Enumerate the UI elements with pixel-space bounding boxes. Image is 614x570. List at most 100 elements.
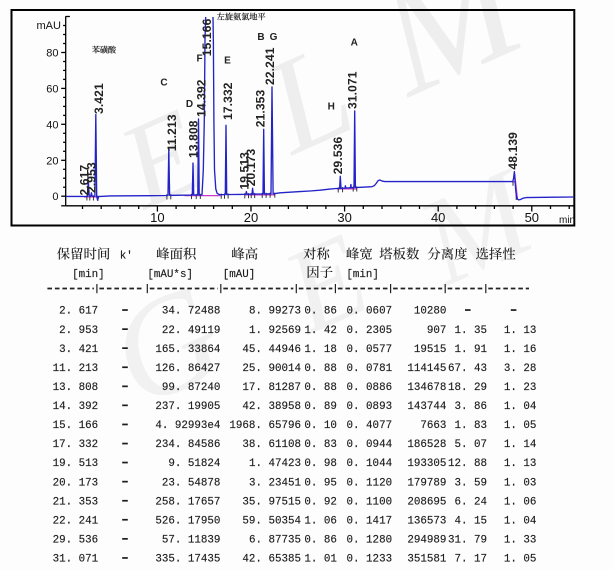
svg-text:0. 86: 0. 86 bbox=[304, 535, 337, 547]
svg-text:11.213: 11.213 bbox=[165, 114, 179, 151]
svg-text:57. 11839: 57. 11839 bbox=[162, 535, 221, 547]
svg-text:526. 17950: 526. 17950 bbox=[155, 515, 220, 527]
svg-text:134678: 134678 bbox=[407, 382, 446, 394]
svg-text:9. 51824: 9. 51824 bbox=[168, 458, 220, 470]
svg-text:143744: 143744 bbox=[407, 401, 446, 413]
svg-text:19.513: 19.513 bbox=[238, 152, 252, 190]
svg-text:23. 54878: 23. 54878 bbox=[162, 477, 221, 489]
svg-text:3. 28: 3. 28 bbox=[504, 363, 537, 375]
svg-text:14.392: 14.392 bbox=[194, 79, 208, 117]
svg-text:17.332: 17.332 bbox=[221, 82, 235, 120]
svg-text:0. 2305: 0. 2305 bbox=[347, 325, 393, 337]
svg-text:126. 86427: 126. 86427 bbox=[155, 363, 220, 375]
svg-text:18. 29: 18. 29 bbox=[448, 382, 487, 394]
svg-text:20: 20 bbox=[244, 210, 258, 225]
svg-text:0. 1044: 0. 1044 bbox=[347, 458, 393, 470]
svg-text:F: F bbox=[196, 54, 202, 65]
svg-text:1. 05: 1. 05 bbox=[504, 420, 537, 432]
svg-text:15. 166: 15. 166 bbox=[53, 420, 99, 432]
svg-text:7663: 7663 bbox=[420, 420, 446, 432]
svg-text:0. 0944: 0. 0944 bbox=[347, 439, 393, 451]
svg-text:0. 10: 0. 10 bbox=[304, 420, 337, 432]
svg-text:0. 1233: 0. 1233 bbox=[347, 554, 393, 565]
svg-text:0. 88: 0. 88 bbox=[304, 363, 337, 375]
svg-text:42. 38958: 42. 38958 bbox=[242, 401, 301, 413]
svg-text:0. 0886: 0. 0886 bbox=[347, 382, 393, 394]
svg-text:1. 04: 1. 04 bbox=[504, 515, 537, 527]
svg-text:335. 17435: 335. 17435 bbox=[155, 554, 220, 565]
svg-text:234. 84586: 234. 84586 bbox=[155, 439, 220, 451]
svg-text:0. 0893: 0. 0893 bbox=[347, 401, 393, 413]
svg-text:1. 83: 1. 83 bbox=[454, 420, 487, 432]
svg-text:5. 07: 5. 07 bbox=[454, 439, 487, 451]
svg-text:1. 42: 1. 42 bbox=[304, 325, 337, 337]
svg-text:186528: 186528 bbox=[407, 439, 446, 451]
svg-text:1968. 65796: 1968. 65796 bbox=[229, 420, 301, 432]
svg-text:E: E bbox=[224, 56, 231, 67]
svg-text:B: B bbox=[257, 32, 264, 43]
svg-text:40: 40 bbox=[431, 210, 445, 225]
svg-text:1. 06: 1. 06 bbox=[304, 515, 337, 527]
svg-text:0. 88: 0. 88 bbox=[304, 382, 337, 394]
svg-text:1. 35: 1. 35 bbox=[454, 325, 487, 337]
svg-text:31. 071: 31. 071 bbox=[53, 554, 99, 565]
svg-text:[mAU*s]: [mAU*s] bbox=[147, 269, 193, 281]
svg-text:17. 332: 17. 332 bbox=[53, 439, 99, 451]
svg-text:22. 241: 22. 241 bbox=[53, 515, 99, 527]
svg-text:0. 1417: 0. 1417 bbox=[347, 515, 393, 527]
svg-text:[mAU]: [mAU] bbox=[223, 269, 256, 281]
svg-text:35. 97515: 35. 97515 bbox=[242, 496, 301, 508]
svg-text:50: 50 bbox=[525, 210, 539, 225]
svg-text:19515: 19515 bbox=[414, 344, 447, 356]
svg-text:0. 1100: 0. 1100 bbox=[347, 496, 393, 508]
svg-text:59. 50354: 59. 50354 bbox=[242, 515, 301, 527]
svg-text:10280: 10280 bbox=[414, 306, 447, 318]
svg-text:8. 99273: 8. 99273 bbox=[249, 306, 301, 318]
svg-text:1. 04: 1. 04 bbox=[504, 401, 537, 413]
svg-text:H: H bbox=[328, 102, 335, 113]
svg-text:351581: 351581 bbox=[407, 554, 446, 565]
svg-text:1. 03: 1. 03 bbox=[504, 477, 537, 489]
svg-text:G: G bbox=[270, 32, 278, 43]
svg-text:15.166: 15.166 bbox=[200, 18, 214, 56]
svg-text:20.173: 20.173 bbox=[244, 149, 258, 187]
svg-text:7. 17: 7. 17 bbox=[454, 554, 487, 565]
svg-text:[min]: [min] bbox=[346, 269, 379, 281]
svg-text:20. 173: 20. 173 bbox=[53, 477, 99, 489]
svg-text:99. 87240: 99. 87240 bbox=[162, 382, 221, 394]
svg-text:45. 44946: 45. 44946 bbox=[242, 344, 301, 356]
svg-text:k': k' bbox=[120, 251, 133, 263]
svg-text:165. 33864: 165. 33864 bbox=[155, 344, 220, 356]
svg-text:22.241: 22.241 bbox=[263, 47, 277, 85]
svg-text:17. 81287: 17. 81287 bbox=[242, 382, 301, 394]
svg-text:48.139: 48.139 bbox=[506, 132, 520, 170]
svg-text:1. 91: 1. 91 bbox=[454, 344, 487, 356]
svg-text:2. 617: 2. 617 bbox=[59, 306, 98, 318]
svg-text:30: 30 bbox=[337, 210, 351, 225]
svg-text:114145: 114145 bbox=[407, 363, 446, 375]
svg-text:1. 06: 1. 06 bbox=[504, 496, 537, 508]
svg-text:3.421: 3.421 bbox=[92, 83, 106, 114]
svg-text:3. 421: 3. 421 bbox=[59, 344, 98, 356]
svg-text:4. 92993e4: 4. 92993e4 bbox=[155, 420, 220, 432]
svg-text:mAU: mAU bbox=[37, 20, 62, 32]
svg-text:3. 23451: 3. 23451 bbox=[249, 477, 301, 489]
svg-text:237. 19905: 237. 19905 bbox=[155, 401, 220, 413]
svg-text:294989: 294989 bbox=[407, 535, 446, 547]
svg-text:38. 61108: 38. 61108 bbox=[242, 439, 301, 451]
svg-text:21.353: 21.353 bbox=[254, 90, 268, 128]
svg-text:1. 92569: 1. 92569 bbox=[249, 325, 301, 337]
svg-text:1. 23: 1. 23 bbox=[504, 382, 537, 394]
svg-text:1. 13: 1. 13 bbox=[504, 458, 537, 470]
svg-text:208695: 208695 bbox=[407, 496, 446, 508]
svg-text:[min]: [min] bbox=[72, 269, 105, 281]
svg-text:6. 87735: 6. 87735 bbox=[249, 535, 301, 547]
svg-text:60: 60 bbox=[46, 83, 58, 95]
svg-text:29.536: 29.536 bbox=[331, 137, 345, 175]
svg-text:1. 01: 1. 01 bbox=[304, 554, 337, 565]
svg-text:min: min bbox=[559, 215, 575, 226]
svg-text:1. 33: 1. 33 bbox=[504, 535, 537, 547]
svg-text:40: 40 bbox=[46, 119, 58, 131]
svg-text:193305: 193305 bbox=[407, 458, 446, 470]
svg-text:C: C bbox=[160, 78, 167, 89]
